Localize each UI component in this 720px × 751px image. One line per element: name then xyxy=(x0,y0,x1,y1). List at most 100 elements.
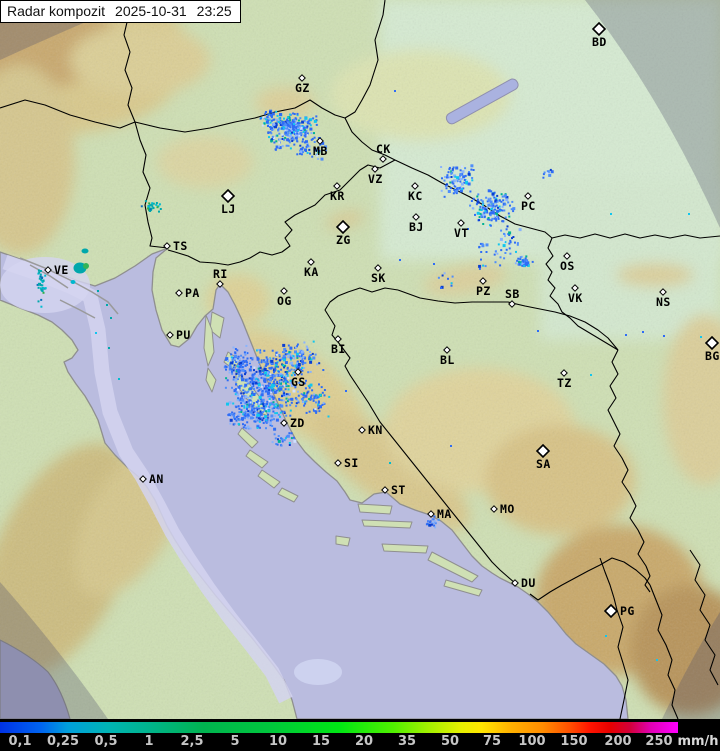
lake-balaton xyxy=(445,78,519,125)
echo-pixel xyxy=(285,401,287,404)
echo-pixel xyxy=(301,352,303,355)
echo-pixel xyxy=(289,355,292,358)
echo-pixel xyxy=(279,415,281,418)
echo-pixel xyxy=(236,349,239,352)
echo-pixel xyxy=(471,177,474,179)
echo-pixel xyxy=(236,399,239,402)
echo-pixel xyxy=(285,144,288,147)
station-label: ZG xyxy=(336,233,351,247)
echo-pixel xyxy=(301,140,304,143)
echo-pixel xyxy=(39,287,42,290)
echo-pixel xyxy=(308,410,311,413)
echo-pixel xyxy=(305,411,308,414)
echo-pixel xyxy=(296,112,299,115)
echo-pixel xyxy=(240,364,243,366)
echo-pixel xyxy=(295,398,298,401)
echo-pixel xyxy=(281,138,284,140)
legend-tick-label: 250 xyxy=(645,734,673,749)
echo-pixel xyxy=(315,397,318,400)
echo-pixel xyxy=(245,427,248,430)
echo-pixel xyxy=(250,412,253,415)
echo-pixel xyxy=(286,400,289,403)
echo-pixel xyxy=(490,190,493,193)
echo-pixel xyxy=(272,125,275,128)
echo-pixel xyxy=(469,204,472,207)
echo-pixel xyxy=(293,118,296,121)
echo-pixel xyxy=(292,371,295,374)
echo-pixel xyxy=(294,397,297,400)
echo-pixel xyxy=(262,405,265,408)
station-marker-diamond-icon xyxy=(44,266,52,274)
echo-pixel xyxy=(299,131,303,135)
echo-pixel xyxy=(450,170,454,174)
echo-pixel xyxy=(294,123,297,126)
echo-pixel xyxy=(259,426,261,429)
echo-pixel xyxy=(266,400,269,403)
echo-pixel xyxy=(244,391,247,394)
echo-pixel xyxy=(232,402,235,405)
echo-pixel xyxy=(237,405,240,408)
echo-pixel xyxy=(273,405,276,408)
echo-pixel xyxy=(230,413,232,416)
echo-pixel xyxy=(253,375,256,378)
station-label: TS xyxy=(173,239,188,253)
legend-tick-label: 150 xyxy=(560,734,588,749)
echo-pixel xyxy=(470,164,474,168)
echo-pixel xyxy=(428,521,431,524)
echo-pixel xyxy=(463,181,466,184)
echo-pixel xyxy=(251,391,254,394)
echo-pixel xyxy=(226,379,229,382)
echo-pixel xyxy=(433,515,436,518)
echo-pixel xyxy=(292,389,296,393)
station-marker-diamond-icon xyxy=(563,252,571,260)
echo-pixel xyxy=(42,287,45,290)
echo-pixel xyxy=(287,135,290,138)
echo-pixel xyxy=(308,145,311,148)
echo-pixel xyxy=(292,112,295,115)
echo-pixel xyxy=(236,357,239,360)
echo-pixel xyxy=(295,352,299,356)
echo-pixel xyxy=(315,411,318,414)
echo-pixel xyxy=(268,400,271,402)
echo-pixel xyxy=(275,140,278,143)
echo-pixel xyxy=(322,402,325,405)
echo-pixel xyxy=(302,151,304,154)
echo-pixel xyxy=(271,138,273,141)
echo-pixel xyxy=(40,305,43,308)
echo-pixel xyxy=(271,418,274,421)
echo-pixel xyxy=(246,415,249,418)
echo-pixel xyxy=(295,129,298,132)
echo-pixel xyxy=(476,211,480,215)
station-label: GS xyxy=(291,375,306,389)
echo-pixel xyxy=(240,411,243,413)
echo-pixel xyxy=(286,352,289,355)
echo-pixel xyxy=(263,407,266,410)
echo-pixel xyxy=(151,202,154,205)
station-marker-diamond-icon xyxy=(358,426,366,434)
echo-pixel xyxy=(454,185,457,188)
echo-pixel xyxy=(459,172,463,176)
echo-pixel xyxy=(246,406,249,409)
echo-pixel xyxy=(428,523,432,527)
echo-pixel xyxy=(292,131,295,134)
station-label: MO xyxy=(500,502,515,516)
station-marker-diamond-icon xyxy=(316,137,324,145)
station-label: OS xyxy=(560,259,575,273)
echo-pixel xyxy=(229,367,232,370)
echo-pixel xyxy=(328,395,331,398)
echo-pixel xyxy=(448,176,451,179)
echo-pixel xyxy=(247,412,250,415)
echo-pixel xyxy=(321,141,325,145)
echo-pixel xyxy=(287,144,290,147)
echo-pixel xyxy=(288,442,291,444)
echo-pixel xyxy=(266,388,270,392)
echo-pixel xyxy=(268,398,271,400)
echo-pixel xyxy=(300,354,303,357)
echo-pixel xyxy=(230,353,233,356)
echo-pixel xyxy=(238,418,241,421)
echo-pixel xyxy=(269,395,272,398)
echo-pixel xyxy=(496,200,499,203)
echo-pixel xyxy=(688,213,690,215)
echo-pixel xyxy=(276,134,279,137)
echo-pixel xyxy=(278,117,281,120)
